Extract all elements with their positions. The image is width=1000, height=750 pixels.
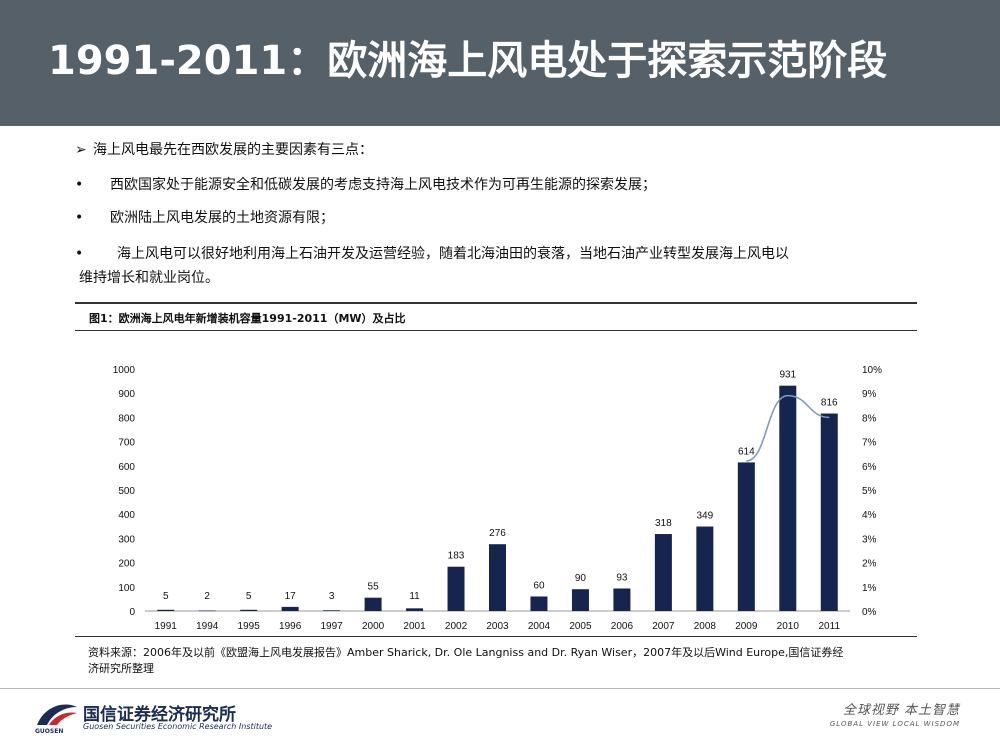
company-logo: 国信证券经济研究所 Guosen Securities Economic Res…: [35, 697, 305, 737]
logo-mark-icon: [37, 704, 77, 725]
figure: 图1：欧洲海上风电年新增装机容量1991-2011（MW）及占比: [75, 302, 917, 637]
figure-title: 图1：欧洲海上风电年新增装机容量1991-2011（MW）及占比: [89, 312, 406, 325]
bullet-item: • 西欧国家处于能源安全和低碳发展的考虑支持海上风电技术作为可再生能源的探索发展；: [75, 175, 656, 195]
logo-small-text: GUOSEN: [35, 728, 64, 735]
bullet-dot-icon: •: [75, 177, 84, 193]
footer-rule: [0, 688, 1000, 689]
figure-bottom-rule: [75, 636, 917, 637]
slogan-english: GLOBAL VIEW LOCAL WISDOM: [829, 720, 960, 728]
slogan-chinese: 全球视野 本土智慧: [842, 703, 960, 718]
bullet-text: 欧洲陆上风电发展的土地资源有限；: [110, 210, 334, 226]
bullet-text: 海上风电可以很好地利用海上石油开发及运营经验，随着北海油田的衰落，当地石油产业转…: [117, 246, 789, 262]
bullet-dot-icon: •: [75, 246, 84, 262]
logo-english: Guosen Securities Economic Research Inst…: [83, 722, 273, 731]
source-note: 资料来源：2006年及以前《欧盟海上风电发展报告》Amber Sharick, …: [88, 645, 918, 677]
arrow-bullet-icon: ➢: [75, 142, 87, 158]
figure-top-rule: [75, 302, 917, 304]
source-line-2: 济研究所整理: [88, 662, 154, 675]
source-line-1: 资料来源：2006年及以前《欧盟海上风电发展报告》Amber Sharick, …: [88, 646, 844, 659]
slogan: 全球视野 本土智慧 GLOBAL VIEW LOCAL WISDOM: [830, 699, 960, 728]
bullet-item: • 海上风电可以很好地利用海上石油开发及运营经验，随着北海油田的衰落，当地石油产业…: [75, 244, 789, 264]
bullet-dot-icon: •: [75, 210, 84, 226]
header-bar: 1991-2011：欧洲海上风电处于探索示范阶段: [0, 0, 1000, 126]
intro-line: ➢ 海上风电最先在西欧发展的主要因素有三点：: [75, 140, 373, 160]
figure-title-rule: [75, 330, 917, 331]
bullet-item: • 欧洲陆上风电发展的土地资源有限；: [75, 208, 334, 228]
bullet-continuation: 维持增长和就业岗位。: [79, 270, 219, 286]
bullet-text: 西欧国家处于能源安全和低碳发展的考虑支持海上风电技术作为可再生能源的探索发展；: [110, 177, 656, 193]
page-title: 1991-2011：欧洲海上风电处于探索示范阶段: [48, 38, 888, 84]
logo-name: 国信证券经济研究所: [83, 705, 236, 725]
intro-text: 海上风电最先在西欧发展的主要因素有三点：: [93, 142, 373, 158]
